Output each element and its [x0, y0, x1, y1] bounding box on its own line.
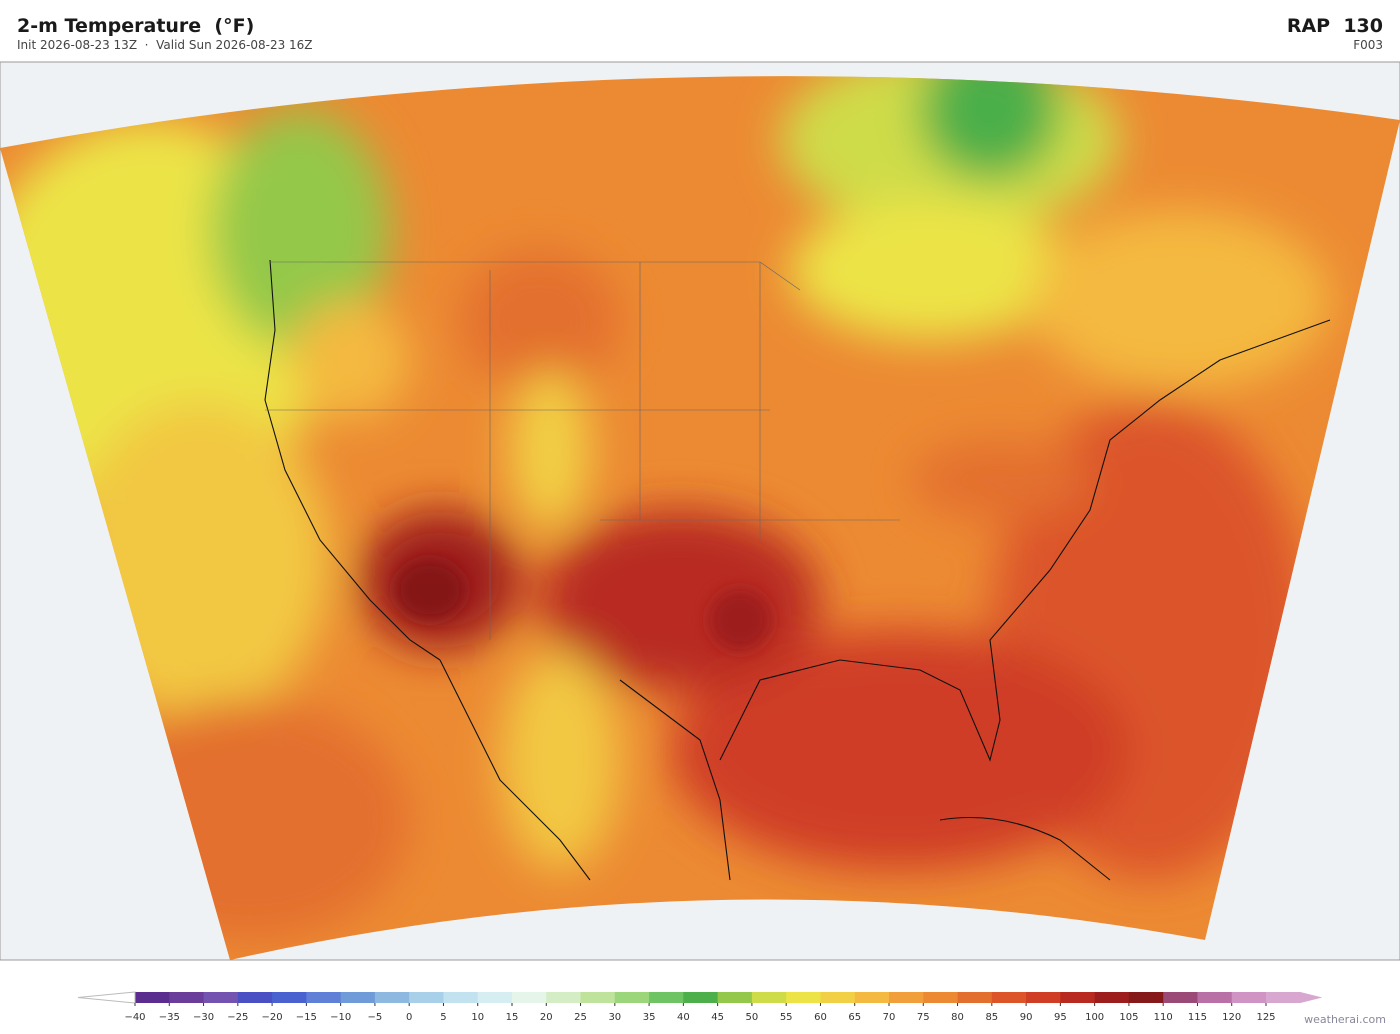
colorbar-segment: [1026, 992, 1061, 1003]
colorbar-tick-label: −30: [193, 1012, 214, 1023]
colorbar-tick-label: 65: [848, 1012, 861, 1023]
colorbar-segment: [272, 992, 307, 1003]
colorbar-segment: [786, 992, 821, 1003]
temperature-field: [0, 76, 1400, 960]
colorbar-extension: [77, 991, 136, 1004]
colorbar-segment: [1060, 992, 1096, 1003]
colorbar-tick-label: 60: [814, 1012, 827, 1023]
model-name: RAP 130: [1286, 15, 1383, 37]
colorbar-segment: [135, 992, 170, 1003]
boundaries: [265, 261, 900, 640]
colorbar-segment: [1266, 992, 1301, 1003]
colorbar-segment: [820, 992, 856, 1003]
colorbar-segment: [751, 992, 787, 1003]
colorbar-tick-label: 110: [1154, 1012, 1173, 1023]
colorbar-tick-label: 25: [574, 1012, 587, 1023]
colorbar-tick-label: 0: [406, 1012, 412, 1023]
colorbar-tick-label: 105: [1119, 1012, 1138, 1023]
colorbar-tick-label: 70: [883, 1012, 896, 1023]
colorbar-tick-label: 45: [711, 1012, 724, 1023]
colorbar-tick-label: 85: [985, 1012, 998, 1023]
colorbar-segment: [889, 992, 924, 1003]
colorbar-tick-label: 35: [643, 1012, 656, 1023]
colorbar-segment: [580, 992, 616, 1003]
colorbar-tick-label: 90: [1020, 1012, 1033, 1023]
colorbar-tick-label: 5: [440, 1012, 446, 1023]
colorbar-segment: [923, 992, 959, 1003]
colorbar-segment: [717, 992, 753, 1003]
colorbar-segment: [169, 992, 205, 1003]
colorbar-tick-label: 55: [780, 1012, 793, 1023]
colorbar-segment: [340, 992, 376, 1003]
colorbar-tick-label: 20: [540, 1012, 553, 1023]
watermark: weatherai.com: [1304, 1013, 1386, 1026]
colorbar-segment: [306, 992, 342, 1003]
colorbar-tick-label: 95: [1054, 1012, 1067, 1023]
colorbar-segment: [854, 992, 890, 1003]
colorbar: −40 −35 −30 −25 −20 −15 −10 −5 0 5 10 15 20 25 30 35 40 4…: [77, 991, 1323, 1023]
colorbar-tick-label: −20: [262, 1012, 283, 1023]
colorbar-tick-label: −35: [159, 1012, 180, 1023]
colorbar-segment: [546, 992, 582, 1003]
colorbar-tick-label: 100: [1085, 1012, 1104, 1023]
colorbar-tick-label: 75: [917, 1012, 930, 1023]
colorbar-tick-label: 30: [608, 1012, 621, 1023]
colorbar-tick-label: −40: [124, 1012, 145, 1023]
colorbar-segment: [957, 992, 993, 1003]
colorbar-segment: [683, 992, 719, 1003]
colorbar-segment: [991, 992, 1027, 1003]
colorbar-segment: [374, 992, 410, 1003]
colorbar-tick-label: 120: [1222, 1012, 1241, 1023]
colorbar-segment: [237, 992, 273, 1003]
colorbar-segment: [614, 992, 650, 1003]
forecast-hour: F003: [1353, 38, 1383, 52]
colorbar-tick-label: −5: [368, 1012, 383, 1023]
colorbar-tick-label: 125: [1256, 1012, 1275, 1023]
colorbar-tick-label: −10: [330, 1012, 351, 1023]
colorbar-segment: [477, 992, 513, 1003]
colorbar-tick-label: 115: [1188, 1012, 1207, 1023]
colorbar-segment: [1128, 992, 1164, 1003]
colorbar-segment: [443, 992, 479, 1003]
colorbar-segment: [409, 992, 444, 1003]
colorbar-tick-label: 10: [471, 1012, 484, 1023]
colorbar-segment: [649, 992, 684, 1003]
colorbar-tick-label: 50: [746, 1012, 759, 1023]
colorbar-extension: [1300, 992, 1323, 1003]
coastlines: [264, 259, 1331, 881]
colorbar-segment: [512, 992, 547, 1003]
colorbar-segment: [1197, 992, 1233, 1003]
colorbar-tick-label: −25: [227, 1012, 248, 1023]
colorbar-tick-label: −15: [296, 1012, 317, 1023]
colorbar-tick-label: 40: [677, 1012, 690, 1023]
colorbar-segment: [1231, 992, 1267, 1003]
title: 2-m Temperature (°F): [17, 15, 255, 37]
colorbar-segment: [203, 992, 239, 1003]
colorbar-tick-label: 15: [506, 1012, 519, 1023]
colorbar-segment: [1163, 992, 1198, 1003]
colorbar-segment: [1094, 992, 1130, 1003]
colorbar-tick-label: 80: [951, 1012, 964, 1023]
subtitle: Init 2026-08-23 13Z · Valid Sun 2026-08-…: [17, 38, 313, 52]
